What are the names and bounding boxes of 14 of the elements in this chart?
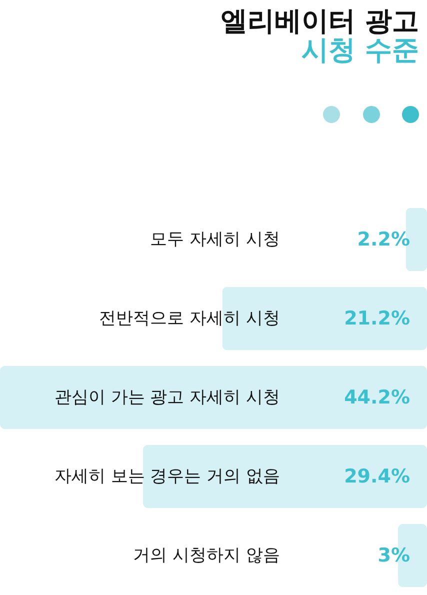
bar	[0, 366, 427, 430]
data-label: 44.2%	[344, 386, 410, 408]
chart-title: 엘리베이터 광고	[220, 6, 419, 37]
data-label: 21.2%	[344, 308, 410, 330]
y-tick-label: 전반적으로 자세히 시청	[99, 308, 280, 328]
y-tick-label: 관심이 가는 광고 자세히 시청	[54, 388, 280, 408]
y-tick-label: 모두 자세히 시청	[150, 230, 280, 250]
y-tick-label: 자세히 보는 경우는 거의 없음	[54, 466, 280, 486]
data-label: 2.2%	[357, 228, 410, 250]
bar	[142, 444, 427, 508]
y-tick-label: 거의 시청하지 않음	[133, 546, 280, 566]
chart-subtitle: 시청 수준	[302, 35, 419, 66]
data-label: 29.4%	[344, 466, 410, 488]
data-label: 3%	[378, 544, 410, 566]
